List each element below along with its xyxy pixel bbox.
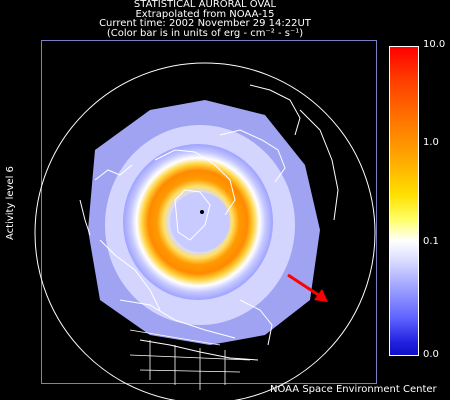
colorbar-tick-min: 0.0 xyxy=(423,349,439,360)
footer-credit: NOAA Space Environment Center xyxy=(270,384,437,395)
map-header: STATISTICAL AURORAL OVAL Extrapolated fr… xyxy=(40,0,370,38)
political-borders xyxy=(129,329,251,390)
colorbar-tick-1: 1.0 xyxy=(423,137,439,148)
map-frame xyxy=(41,40,377,384)
north-pole-dot xyxy=(200,210,204,214)
header-source: Extrapolated from NOAA-15 xyxy=(135,8,275,20)
header-title: STATISTICAL AURORAL OVAL xyxy=(133,0,277,10)
header-current-time: Current time: 2002 November 29 14:22UT xyxy=(99,18,311,29)
polar-cap xyxy=(170,192,230,252)
colorbar-tick-0-1: 0.1 xyxy=(423,236,439,247)
colorbar xyxy=(389,46,419,356)
globe-content xyxy=(79,84,339,390)
globe-outline xyxy=(34,62,376,400)
colorbar-tick-max: 10.0 xyxy=(423,39,446,50)
red-arrow xyxy=(287,273,328,302)
header-units-note: (Color bar is in units of erg - cm⁻² - s… xyxy=(106,27,304,39)
coastlines xyxy=(79,84,339,361)
